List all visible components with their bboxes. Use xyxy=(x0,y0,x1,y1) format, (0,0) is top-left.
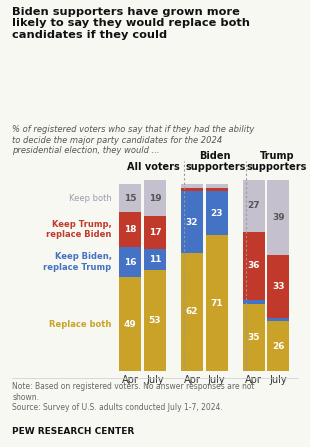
Text: 53: 53 xyxy=(148,316,161,325)
Bar xyxy=(181,188,203,191)
Text: 71: 71 xyxy=(210,299,223,308)
Bar xyxy=(119,247,141,278)
Bar xyxy=(206,184,228,188)
Text: Keep both: Keep both xyxy=(69,194,112,202)
Bar xyxy=(243,232,265,300)
Text: 26: 26 xyxy=(272,342,285,351)
Text: 19: 19 xyxy=(148,194,161,202)
Bar xyxy=(206,188,228,191)
Text: Trump
supporters: Trump supporters xyxy=(247,151,307,173)
Text: PEW RESEARCH CENTER: PEW RESEARCH CENTER xyxy=(12,427,135,436)
Bar xyxy=(144,216,166,249)
Bar xyxy=(206,236,228,371)
Bar xyxy=(268,321,290,371)
Bar xyxy=(119,184,141,212)
Bar xyxy=(119,212,141,247)
Text: 16: 16 xyxy=(124,257,136,267)
Bar xyxy=(181,191,203,253)
Bar xyxy=(243,304,265,371)
Text: Note: Based on registered voters. No answer responses are not
shown.
Source: Sur: Note: Based on registered voters. No ans… xyxy=(12,382,255,412)
Text: 23: 23 xyxy=(210,209,223,218)
Bar xyxy=(243,300,265,304)
Text: 35: 35 xyxy=(247,333,260,342)
Text: Keep Biden,
replace Trump: Keep Biden, replace Trump xyxy=(43,253,112,272)
Text: 27: 27 xyxy=(247,201,260,210)
Text: 15: 15 xyxy=(124,194,136,202)
Text: 18: 18 xyxy=(124,225,136,234)
Text: 39: 39 xyxy=(272,213,285,222)
Text: Replace both: Replace both xyxy=(49,320,112,329)
Bar xyxy=(119,278,141,371)
Text: Keep Trump,
replace Biden: Keep Trump, replace Biden xyxy=(46,220,112,240)
Bar xyxy=(268,254,290,317)
Text: 11: 11 xyxy=(148,255,161,264)
Bar xyxy=(268,180,290,254)
Text: 36: 36 xyxy=(247,261,260,270)
Text: 49: 49 xyxy=(124,320,136,329)
Text: Biden
supporters: Biden supporters xyxy=(185,151,246,173)
Text: 32: 32 xyxy=(186,218,198,227)
Bar xyxy=(181,253,203,371)
Bar xyxy=(268,317,290,321)
Text: 62: 62 xyxy=(186,307,198,316)
Bar xyxy=(206,191,228,236)
Text: % of registered voters who say that if they had the ability
to decide the major : % of registered voters who say that if t… xyxy=(12,125,255,155)
Bar xyxy=(181,184,203,188)
Text: All voters: All voters xyxy=(127,162,180,173)
Bar xyxy=(144,180,166,216)
Text: Biden supporters have grown more
likely to say they would replace both
candidate: Biden supporters have grown more likely … xyxy=(12,7,250,40)
Bar xyxy=(144,249,166,270)
Bar xyxy=(144,270,166,371)
Text: 17: 17 xyxy=(148,228,161,237)
Text: 33: 33 xyxy=(272,282,285,291)
Bar xyxy=(243,180,265,232)
